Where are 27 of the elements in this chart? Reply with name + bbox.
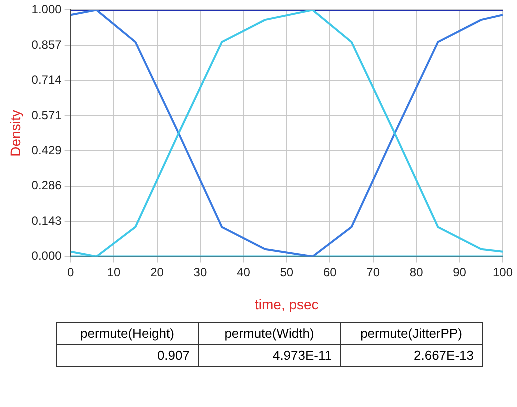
x-tick-label: 90 xyxy=(453,265,467,280)
x-tick-label: 20 xyxy=(150,265,164,280)
x-tick-label: 70 xyxy=(366,265,380,280)
y-tick-label: 1.000 xyxy=(32,2,62,17)
y-tick-label: 0.429 xyxy=(32,143,62,158)
y-tick-label: 0.286 xyxy=(32,178,62,193)
y-tick-label: 0.000 xyxy=(32,249,62,264)
y-tick-label: 0.714 xyxy=(32,73,62,88)
x-tick-label: 100 xyxy=(492,265,514,280)
x-axis-title: time, psec xyxy=(255,296,319,312)
y-tick-label: 0.143 xyxy=(32,214,62,228)
x-tick-label: 40 xyxy=(237,265,251,280)
x-tick-label: 10 xyxy=(107,265,122,280)
y-tick-label: 0.857 xyxy=(32,38,62,52)
text: permute(JitterPP) xyxy=(340,322,482,344)
text: 4.973E-11 xyxy=(198,344,340,366)
x-tick-label: 60 xyxy=(323,265,338,280)
x-tick-label: 0 xyxy=(67,265,74,280)
text: 2.667E-13 xyxy=(340,344,482,366)
text: 0.907 xyxy=(56,344,198,366)
x-tick-label: 30 xyxy=(194,265,208,280)
x-tick-label: 80 xyxy=(410,265,424,280)
text: permute(Height) xyxy=(56,322,198,344)
x-tick-label: 50 xyxy=(280,265,294,280)
text: permute(Width) xyxy=(198,322,340,344)
y-tick-label: 0.571 xyxy=(32,108,62,122)
y-axis-title: Density xyxy=(7,110,24,157)
